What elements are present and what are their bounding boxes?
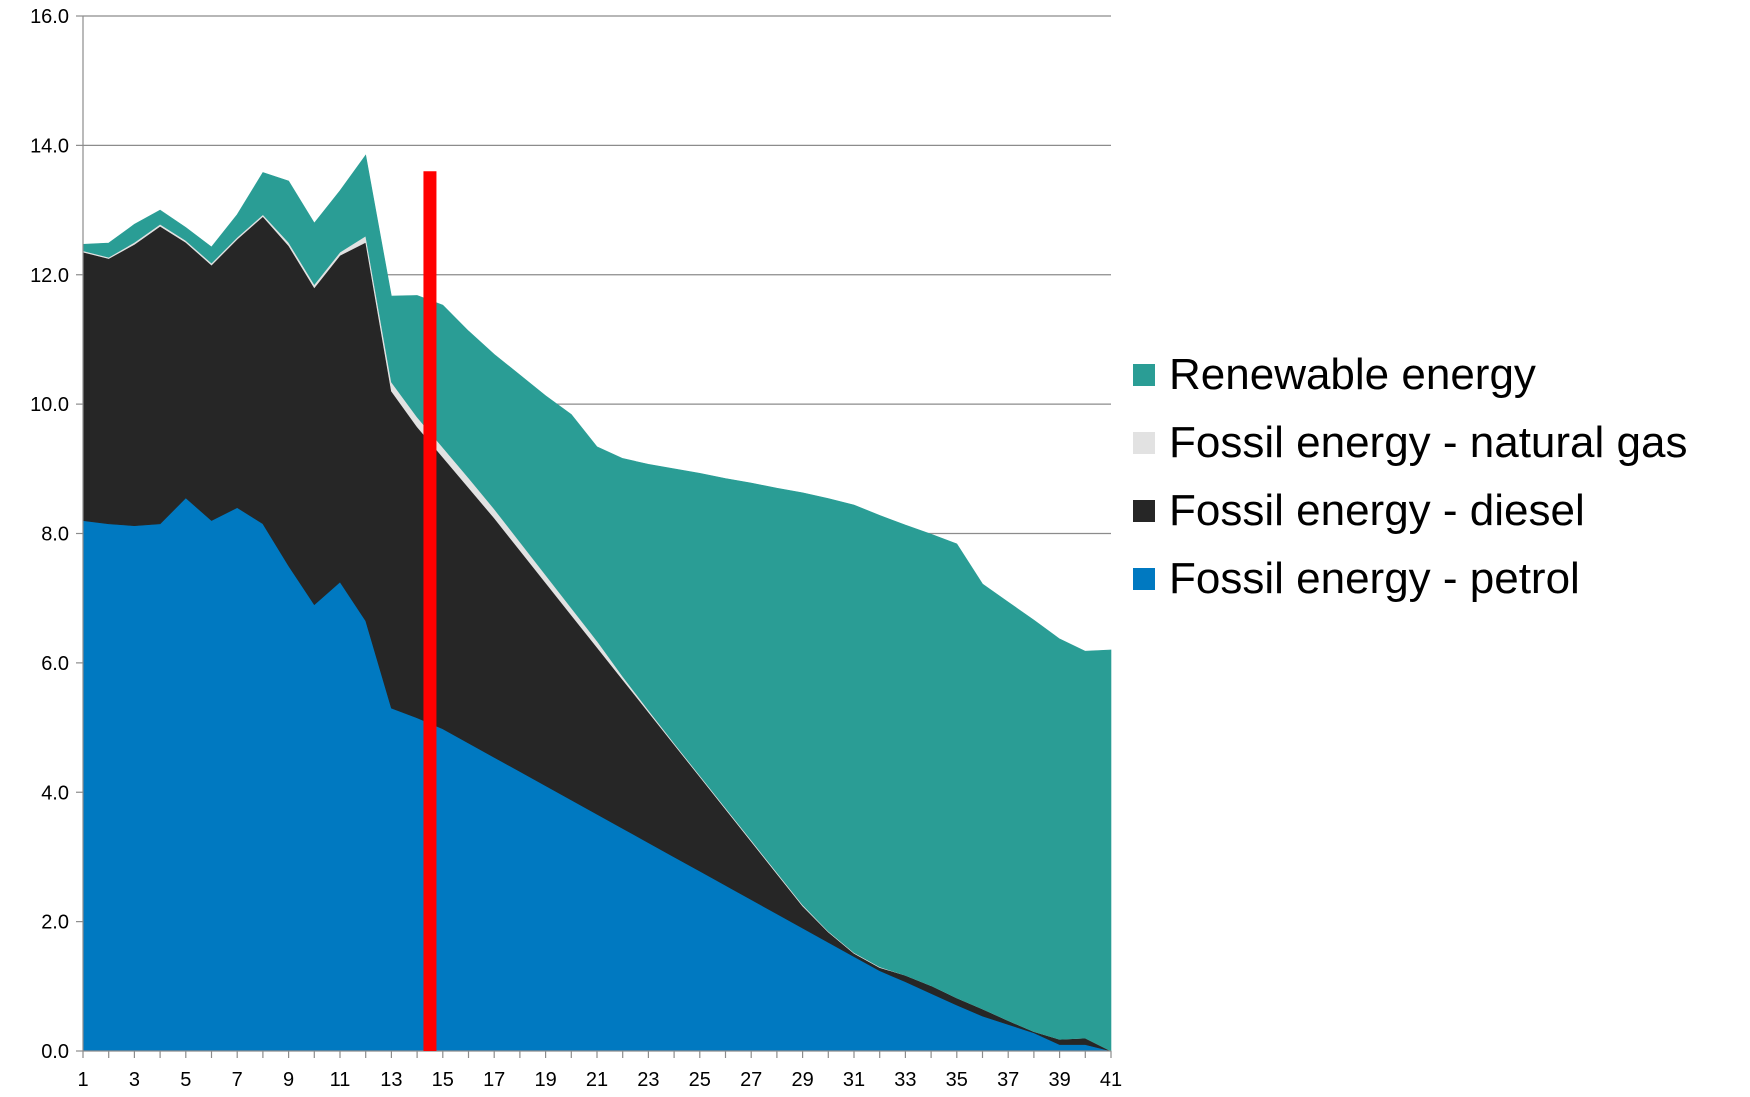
y-tick-label: 2.0 bbox=[41, 912, 69, 934]
legend-swatch-petrol bbox=[1133, 568, 1155, 590]
x-tick-label: 9 bbox=[283, 1069, 294, 1091]
x-tick-label: 29 bbox=[791, 1069, 813, 1091]
y-tick-label: 14.0 bbox=[30, 135, 69, 157]
legend-swatch-renewable bbox=[1133, 364, 1155, 386]
legend-label-natural-gas: Fossil energy - natural gas bbox=[1169, 418, 1688, 467]
x-tick-label: 3 bbox=[129, 1069, 140, 1091]
x-tick-label: 19 bbox=[534, 1069, 556, 1091]
x-tick-label: 21 bbox=[586, 1069, 608, 1091]
legend-label-diesel: Fossil energy - diesel bbox=[1169, 486, 1585, 535]
x-tick-label: 31 bbox=[843, 1069, 865, 1091]
x-tick-label: 17 bbox=[483, 1069, 505, 1091]
y-tick-label: 4.0 bbox=[41, 782, 69, 804]
reference-marker-layer bbox=[423, 171, 437, 1051]
y-tick-label: 0.0 bbox=[41, 1041, 69, 1063]
x-tick-label: 7 bbox=[232, 1069, 243, 1091]
y-tick-label: 6.0 bbox=[41, 653, 69, 675]
x-tick-label: 33 bbox=[894, 1069, 916, 1091]
y-tick-label: 12.0 bbox=[30, 265, 69, 287]
x-tick-label: 11 bbox=[330, 1069, 351, 1091]
legend-label-petrol: Fossil energy - petrol bbox=[1169, 554, 1580, 603]
x-tick-label: 39 bbox=[1048, 1069, 1070, 1091]
x-tick-label: 13 bbox=[380, 1069, 402, 1091]
x-tick-label: 23 bbox=[637, 1069, 659, 1091]
y-tick-label: 10.0 bbox=[30, 394, 69, 416]
legend-swatch-natural-gas bbox=[1133, 432, 1155, 454]
x-tick-label: 37 bbox=[997, 1069, 1019, 1091]
x-tick-label: 1 bbox=[77, 1069, 88, 1091]
x-tick-label: 27 bbox=[740, 1069, 762, 1091]
x-tick-label: 35 bbox=[946, 1069, 968, 1091]
legend-swatch-diesel bbox=[1133, 500, 1155, 522]
reference-marker-bar bbox=[423, 171, 437, 1051]
axes: 0.02.04.06.08.010.012.014.016.01 3 5 7 9 11 13… bbox=[30, 6, 1122, 1091]
stacked-area-chart: 0.02.04.06.08.010.012.014.016.01 3 5 7 9 11 13… bbox=[30, 6, 1122, 1091]
x-tick-label: 41 bbox=[1100, 1069, 1122, 1091]
area-series-layer bbox=[82, 154, 1112, 1052]
x-tick-label: 25 bbox=[689, 1069, 711, 1091]
x-tick-label: 15 bbox=[432, 1069, 454, 1091]
y-tick-label: 16.0 bbox=[30, 6, 69, 28]
y-tick-label: 8.0 bbox=[41, 524, 69, 546]
x-tick-label: 5 bbox=[180, 1069, 191, 1091]
legend-label-renewable: Renewable energy bbox=[1169, 350, 1536, 399]
